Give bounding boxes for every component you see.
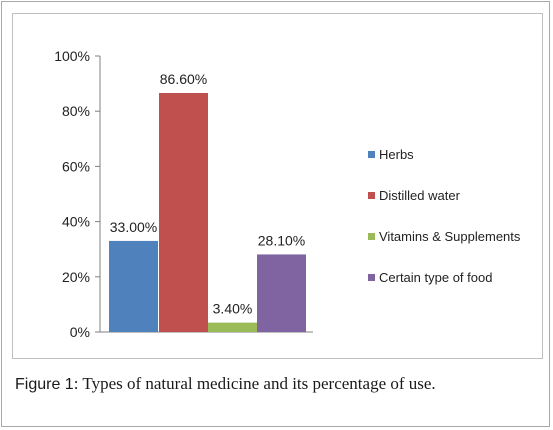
y-tick-label: 20% bbox=[62, 269, 90, 285]
chart-area: 0% 20% 40% 60% 80% 100% 33.00% 86.60% 3.40% 28.1… bbox=[12, 13, 543, 359]
bar-0 bbox=[109, 240, 158, 332]
y-tick-label: 0% bbox=[70, 324, 90, 340]
legend-swatch-1 bbox=[368, 192, 375, 199]
data-label-2: 3.40% bbox=[213, 301, 253, 317]
y-tick-label: 100% bbox=[54, 48, 90, 64]
legend-label-2: Vitamins & Supplements bbox=[379, 229, 521, 244]
data-label-1: 86.60% bbox=[160, 71, 207, 87]
bar-3 bbox=[257, 254, 306, 332]
y-tick-label: 40% bbox=[62, 214, 90, 230]
y-tick-label: 60% bbox=[62, 158, 90, 174]
legend-swatch-2 bbox=[368, 233, 375, 240]
bar-chart: 0% 20% 40% 60% 80% 100% 33.00% 86.60% 3.40% 28.1… bbox=[54, 48, 521, 340]
data-label-3: 28.10% bbox=[258, 232, 305, 248]
bar-1 bbox=[159, 92, 208, 332]
figure-caption: Figure 1: Types of natural medicine and … bbox=[15, 374, 545, 394]
legend-label-1: Distilled water bbox=[379, 188, 461, 203]
bar-2 bbox=[208, 322, 257, 332]
legend-swatch-0 bbox=[368, 151, 375, 158]
legend-label-3: Certain type of food bbox=[379, 270, 492, 285]
legend-swatch-3 bbox=[368, 274, 375, 281]
figure-label: Figure 1 bbox=[15, 376, 74, 393]
data-label-0: 33.00% bbox=[110, 219, 157, 235]
y-tick-label: 80% bbox=[62, 103, 90, 119]
caption-text: : Types of natural medicine and its perc… bbox=[73, 374, 436, 393]
legend-label-0: Herbs bbox=[379, 147, 414, 162]
